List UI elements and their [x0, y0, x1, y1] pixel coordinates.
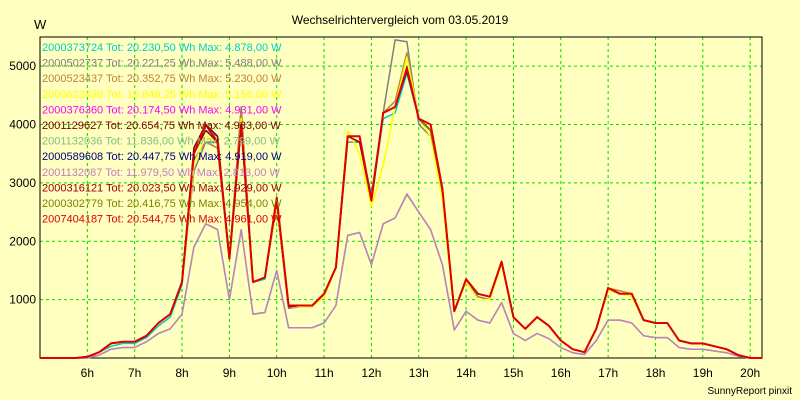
axes: 6h 7h 8h 9h 10h 11h 12h 13h 14h 15h 16h 17h 18h 19h 20…: [9, 36, 763, 380]
legend-entry: 2001129627 Tot: 20.654,75 Wh Max: 4.983,…: [42, 120, 281, 132]
legend-entry: 2000523437 Tot: 20.352,75 Wh Max: 5.230,…: [42, 73, 282, 85]
credit-label: SunnyReport pinxit: [707, 386, 793, 397]
x-tick-label: 12h: [361, 366, 381, 380]
legend-entry: 2007404187 Tot: 20.544,75 Wh Max: 4.961,…: [42, 214, 282, 226]
x-tick-label: 11h: [314, 366, 333, 380]
legend-entry: 2000589608 Tot: 20.447,75 Wh Max: 4.919,…: [42, 151, 282, 163]
plot-frame: [39, 36, 763, 359]
legend-entry: 2000316121 Tot: 20.023,50 Wh Max: 4.929,…: [42, 182, 282, 194]
series-line: [40, 193, 762, 359]
y-tick-label: 2000: [9, 234, 36, 248]
x-tick-label: 6h: [81, 366, 94, 380]
legend: 2000373724 Tot: 20.230,50 Wh Max: 4.878,…: [42, 42, 282, 226]
y-tick-label: 3000: [9, 176, 36, 190]
grid: [40, 37, 762, 358]
x-tick-label: 20h: [740, 366, 760, 380]
chart-title: Wechselrichtervergleich vom 03.05.2019: [292, 13, 509, 27]
x-tick-label: 13h: [409, 366, 429, 380]
x-tick-label: 9h: [223, 366, 236, 380]
legend-entry: 2000376360 Tot: 20.174,50 Wh Max: 4.931,…: [42, 104, 282, 116]
legend-entry: 2001132036 Tot: 11.836,00 Wh Max: 2.799,…: [42, 136, 281, 148]
x-tick-label: 19h: [693, 366, 713, 380]
x-tick-label: 17h: [598, 366, 618, 380]
y-tick-label: 4000: [9, 118, 36, 132]
x-tick-label: 18h: [645, 366, 665, 380]
x-tick-label: 15h: [503, 366, 523, 380]
x-tick-label: 8h: [175, 366, 188, 380]
legend-entry: 2000623439 Tot: 19.848,25 Wh Max: 5.156,…: [42, 89, 282, 101]
y-tick-label: 5000: [9, 59, 36, 73]
series-line: [40, 67, 762, 359]
x-tick-label: 14h: [456, 366, 476, 380]
legend-entry: 2000373724 Tot: 20.230,50 Wh Max: 4.878,…: [42, 42, 282, 54]
y-axis-label: W: [34, 17, 47, 32]
x-tick-label: 7h: [128, 366, 141, 380]
x-tick-label: 10h: [267, 366, 287, 380]
legend-entry: 2001132087 Tot: 11.979,50 Wh Max: 2.813,…: [42, 167, 281, 179]
x-tick-label: 16h: [551, 366, 571, 380]
y-tick-label: 1000: [9, 293, 36, 307]
legend-entry: 2000502737 Tot: 20.221,25 Wh Max: 5.488,…: [42, 58, 282, 70]
series-lines: [40, 39, 762, 359]
legend-entry: 2000302779 Tot: 20.416,75 Wh Max: 4.954,…: [42, 198, 282, 210]
